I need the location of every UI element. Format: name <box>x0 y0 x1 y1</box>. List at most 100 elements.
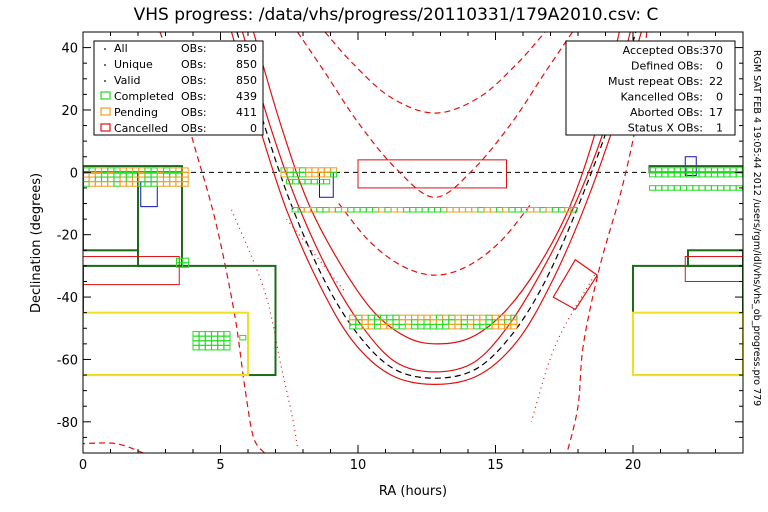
ob-band-3 <box>291 207 578 213</box>
ob-marker <box>454 319 462 325</box>
ob-marker <box>334 207 342 213</box>
ob-marker <box>299 167 307 173</box>
ob-marker <box>442 319 450 325</box>
curve-6 <box>297 32 573 198</box>
ob-marker <box>479 323 487 330</box>
ob-marker <box>286 167 294 173</box>
ob-marker <box>421 207 429 213</box>
ob-marker <box>436 319 443 325</box>
ob-marker <box>392 323 400 330</box>
ob-marker <box>169 181 177 187</box>
ob-marker <box>508 207 516 213</box>
ob-marker <box>198 344 206 351</box>
ob-marker <box>398 323 406 330</box>
ob-marker <box>305 171 313 178</box>
ob-marker <box>367 319 375 325</box>
field-box-9 <box>357 159 507 189</box>
ob-marker <box>182 262 190 268</box>
x-tick-label: 15 <box>487 458 504 473</box>
y-tick-label: -60 <box>57 353 78 368</box>
ob-marker <box>211 340 219 346</box>
curve-1 <box>241 32 631 373</box>
ob-marker <box>125 176 133 183</box>
tilted-field-box <box>552 258 599 311</box>
x-tick-label: 0 <box>79 458 87 473</box>
ob-marker <box>403 207 411 213</box>
legend-left-value: 850 <box>236 42 257 55</box>
ob-marker <box>496 207 504 213</box>
ob-marker <box>311 171 319 178</box>
ob-marker <box>181 172 189 178</box>
ob-marker <box>729 185 737 191</box>
ob-marker <box>330 171 338 178</box>
legend-right-box <box>565 40 736 136</box>
ob-marker <box>411 323 419 330</box>
ob-marker <box>323 167 331 173</box>
ob-marker <box>429 319 437 325</box>
ob-marker <box>570 207 578 213</box>
y-tick-label: 0 <box>70 166 78 181</box>
ob-marker <box>692 185 700 191</box>
field-box-6 <box>140 181 158 208</box>
ob-marker <box>452 207 460 213</box>
ob-marker <box>304 178 312 185</box>
ob-marker <box>491 323 499 330</box>
ob-marker <box>217 335 225 342</box>
ob-marker <box>649 185 656 191</box>
legend-right-value: 17 <box>709 106 723 119</box>
ob-marker <box>448 314 456 321</box>
ob-band-9 <box>649 185 743 191</box>
curve-2 <box>230 32 642 386</box>
ob-marker <box>473 323 481 330</box>
ob-marker <box>211 335 219 342</box>
ob-marker <box>498 323 505 330</box>
ob-marker <box>223 344 231 351</box>
legend-left-obs-label: OBs: <box>181 122 207 135</box>
ob-marker <box>704 185 712 191</box>
x-tick-label: 10 <box>350 458 367 473</box>
ob-marker <box>427 207 435 213</box>
ob-marker <box>510 323 518 330</box>
ob-marker <box>467 314 474 321</box>
legend-marker-square <box>100 123 111 132</box>
ob-marker <box>217 344 225 351</box>
ob-marker <box>192 344 200 351</box>
ob-marker <box>367 323 375 330</box>
ob-marker <box>169 176 177 183</box>
legend-marker-square <box>100 107 111 116</box>
ob-marker <box>479 319 487 325</box>
ob-marker <box>467 323 474 330</box>
field-box-12 <box>687 249 743 267</box>
legend-right-value: 1 <box>716 122 723 135</box>
ob-marker <box>217 340 225 346</box>
ob-marker <box>204 331 212 337</box>
chart-title: VHS progress: /data/vhs/progress/2011033… <box>134 5 659 25</box>
legend-left-value: 850 <box>236 58 257 71</box>
ob-marker <box>386 314 394 321</box>
ob-marker <box>359 207 367 213</box>
ob-marker <box>323 178 331 185</box>
ob-band-8 <box>649 167 743 178</box>
curve-8 <box>338 203 532 276</box>
legend-marker-square <box>100 91 111 100</box>
ob-marker <box>533 207 541 213</box>
legend-left-name: Pending <box>114 106 158 119</box>
ob-marker <box>239 334 247 341</box>
ob-marker <box>440 207 448 213</box>
ob-marker <box>405 314 412 321</box>
legend-marker-dot <box>104 48 106 50</box>
field-box-4 <box>83 311 249 377</box>
ob-marker <box>673 185 681 191</box>
legend-left-obs-label: OBs: <box>181 90 207 103</box>
ob-marker <box>182 257 190 264</box>
ob-marker <box>323 171 331 178</box>
legend-right-label: Aborted OBs: <box>630 106 703 119</box>
ob-marker <box>119 176 127 183</box>
legend-right-value: 22 <box>709 75 723 88</box>
field-box-2 <box>83 171 139 252</box>
ob-marker <box>299 171 307 178</box>
ob-marker <box>465 207 473 213</box>
legend-left-value: 411 <box>236 106 257 119</box>
